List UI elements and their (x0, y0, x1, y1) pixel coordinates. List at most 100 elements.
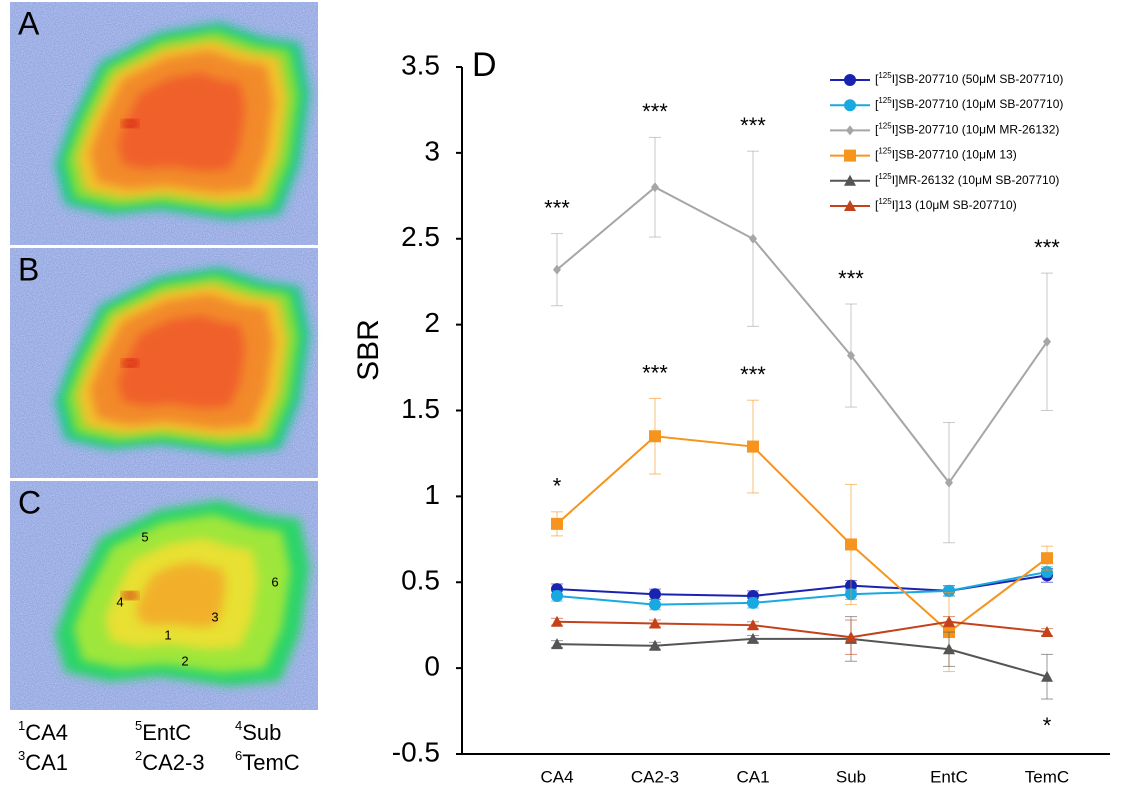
tissue (55, 500, 310, 687)
tissue-layer (117, 315, 245, 409)
region-legend-number: 3 (18, 748, 25, 763)
y-tick-label: 1.5 (401, 393, 440, 424)
point (747, 619, 759, 631)
x-tick-label: CA4 (540, 767, 573, 786)
x-tick-label: CA1 (736, 767, 769, 786)
series-line (556, 620, 1048, 639)
point (1041, 626, 1053, 638)
significance: *** (642, 99, 668, 124)
legend-label: [125I]13 (10μM SB-207710) (875, 197, 1017, 212)
region-legend-number: 5 (135, 718, 142, 733)
point (551, 517, 563, 530)
hot-spot (122, 591, 138, 600)
x-tick-label: Sub (836, 767, 866, 786)
series-line (556, 570, 1048, 606)
point (943, 643, 955, 655)
point (846, 125, 854, 136)
series-line (556, 435, 1048, 634)
legend-label: [125I]SB-207710 (10μM 13) (875, 147, 1017, 162)
tissue (55, 267, 310, 455)
point (649, 639, 661, 651)
point (551, 615, 563, 627)
region-legend: 6TemC (235, 748, 300, 774)
point (844, 200, 856, 211)
panel-label: C (18, 484, 41, 520)
point (649, 430, 661, 443)
point (649, 588, 661, 601)
significance: *** (740, 113, 766, 138)
legend-label: [125I]MR-26132 (10μM SB-207710) (875, 172, 1059, 187)
y-tick-label: -0.5 (392, 736, 440, 767)
hot-spot (122, 119, 138, 128)
point (551, 638, 563, 650)
point (747, 632, 759, 644)
region-legend-name: EntC (142, 720, 191, 745)
y-tick-label: 0 (424, 651, 440, 682)
panel-label: A (18, 5, 40, 41)
significance: *** (740, 362, 766, 387)
significance: *** (642, 360, 668, 385)
series-line (556, 637, 1048, 678)
significance: * (1043, 713, 1052, 738)
point (651, 182, 659, 193)
significance: *** (838, 266, 864, 291)
x-tick-label: TemC (1025, 767, 1069, 786)
point (649, 617, 661, 629)
region-legend: 3CA1 (18, 748, 68, 774)
point (1041, 552, 1053, 565)
significance: *** (544, 195, 570, 220)
region-number: 5 (141, 529, 148, 544)
region-legend: 5EntC (135, 718, 191, 744)
y-tick-label: 2.5 (401, 221, 440, 252)
point (551, 589, 563, 602)
point (649, 598, 661, 611)
x-tick-label: CA2-3 (631, 767, 679, 786)
tissue-layer (117, 72, 245, 172)
region-legend-name: CA2-3 (142, 750, 204, 775)
point (553, 264, 561, 275)
point (943, 584, 955, 597)
region-legend: 2CA2-3 (135, 748, 205, 774)
panel-label: B (18, 251, 39, 287)
legend-label: [125I]SB-207710 (10μM MR-26132) (875, 122, 1059, 137)
y-tick-label: 3.5 (401, 49, 440, 80)
point (844, 149, 856, 162)
region-legend-name: CA4 (25, 720, 68, 745)
y-tick-label: 0.5 (401, 565, 440, 596)
point (747, 440, 759, 453)
y-tick-label: 1 (424, 479, 440, 510)
point (845, 631, 857, 643)
region-legend-number: 1 (18, 718, 25, 733)
chart: D SBR -0.5 0 0.5 1 1.5 2 2.5 3 3.5 CA4 CA2-3 CA1 Sub En… (352, 46, 1110, 786)
point (1043, 336, 1051, 347)
x-tick-label: EntC (930, 767, 968, 786)
region-number: 4 (116, 594, 123, 609)
point (844, 99, 856, 112)
panel-label: D (472, 46, 497, 84)
point (943, 615, 955, 627)
region-number: 3 (211, 609, 218, 624)
series-line (556, 186, 1048, 485)
legend-label: [125I]SB-207710 (10μM SB-207710) (875, 96, 1063, 111)
region-legend-name: Sub (242, 720, 281, 745)
significance: * (553, 474, 562, 499)
region-legend-number: 2 (135, 748, 142, 763)
region-legend-number: 4 (235, 718, 242, 733)
legend-label: [125I]SB-207710 (50μM SB-207710) (875, 71, 1063, 86)
tissue-layer (136, 562, 226, 628)
point (749, 233, 757, 244)
point (844, 174, 856, 186)
point (747, 596, 759, 609)
tissue (55, 22, 310, 220)
region-number: 1 (164, 627, 171, 642)
region-number: 6 (271, 574, 278, 589)
y-tick-label: 2 (424, 307, 440, 338)
point (945, 477, 953, 488)
significance: *** (1034, 235, 1060, 260)
hot-spot (122, 359, 138, 367)
region-number: 2 (181, 653, 188, 668)
y-tick-label: 3 (424, 135, 440, 166)
point (1041, 670, 1053, 682)
